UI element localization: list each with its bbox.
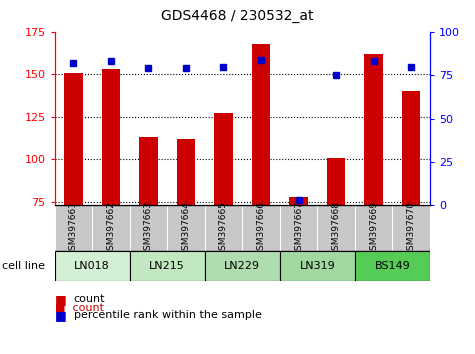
Bar: [92, 205, 130, 251]
Bar: [327, 158, 345, 205]
Bar: [55, 205, 92, 251]
Bar: [214, 114, 233, 205]
Text: ■: ■: [55, 309, 66, 321]
Text: GSM397663: GSM397663: [144, 201, 153, 256]
Text: GSM397665: GSM397665: [219, 201, 228, 256]
Bar: [102, 69, 120, 205]
Bar: [55, 251, 130, 281]
Text: GSM397662: GSM397662: [106, 201, 115, 256]
Bar: [392, 205, 430, 251]
Text: count: count: [74, 294, 105, 304]
Text: cell line: cell line: [2, 261, 46, 272]
Text: GSM397668: GSM397668: [332, 201, 341, 256]
Text: LN229: LN229: [224, 261, 260, 272]
Bar: [167, 205, 205, 251]
Text: GSM397667: GSM397667: [294, 201, 303, 256]
Bar: [205, 251, 280, 281]
Bar: [402, 91, 420, 205]
Text: LN319: LN319: [299, 261, 335, 272]
Text: percentile rank within the sample: percentile rank within the sample: [74, 310, 262, 320]
Bar: [242, 205, 280, 251]
Bar: [64, 73, 83, 205]
Text: ■: ■: [55, 293, 66, 306]
Text: GSM397661: GSM397661: [69, 201, 78, 256]
Bar: [280, 251, 355, 281]
Text: GSM397669: GSM397669: [369, 201, 378, 256]
Bar: [355, 205, 392, 251]
Bar: [280, 205, 317, 251]
Text: GDS4468 / 230532_at: GDS4468 / 230532_at: [161, 9, 314, 23]
Text: ■  count: ■ count: [55, 303, 104, 313]
Text: BS149: BS149: [374, 261, 410, 272]
Bar: [364, 54, 383, 205]
Bar: [130, 205, 167, 251]
Text: GSM397664: GSM397664: [181, 201, 190, 256]
Bar: [130, 251, 205, 281]
Bar: [355, 251, 430, 281]
Bar: [289, 197, 308, 205]
Bar: [177, 139, 195, 205]
Text: GSM397670: GSM397670: [407, 201, 416, 256]
Text: LN215: LN215: [149, 261, 185, 272]
Text: LN018: LN018: [74, 261, 110, 272]
Bar: [205, 205, 242, 251]
Bar: [139, 137, 158, 205]
Bar: [252, 44, 270, 205]
Bar: [317, 205, 355, 251]
Text: GSM397666: GSM397666: [256, 201, 266, 256]
